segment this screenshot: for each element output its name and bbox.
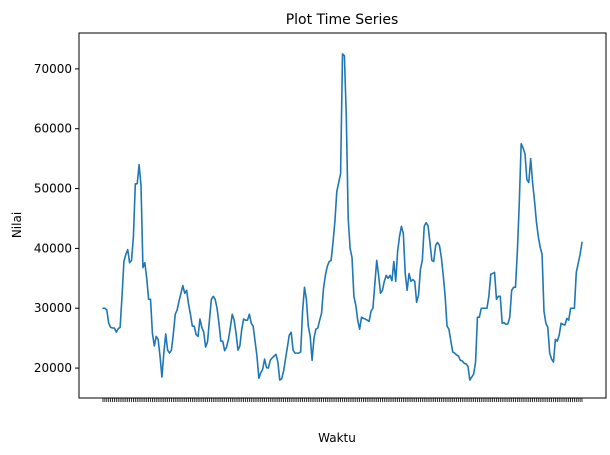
y-tick-label: 40000 bbox=[34, 241, 72, 255]
y-axis-ticks: 20000 30000 40000 50000 60000 70000 bbox=[34, 62, 79, 375]
series-line bbox=[102, 53, 583, 381]
y-tick-label: 30000 bbox=[34, 301, 72, 315]
plot-frame bbox=[78, 32, 607, 399]
y-tick-label: 50000 bbox=[34, 182, 72, 196]
y-axis-label: Nilai bbox=[10, 212, 24, 238]
chart-title: Plot Time Series bbox=[286, 12, 399, 28]
y-tick-label: 60000 bbox=[34, 122, 72, 136]
x-axis-label: Waktu bbox=[318, 431, 356, 445]
x-axis-ticks bbox=[102, 398, 583, 402]
y-tick-label: 70000 bbox=[34, 62, 72, 76]
y-tick-label: 20000 bbox=[34, 361, 72, 375]
